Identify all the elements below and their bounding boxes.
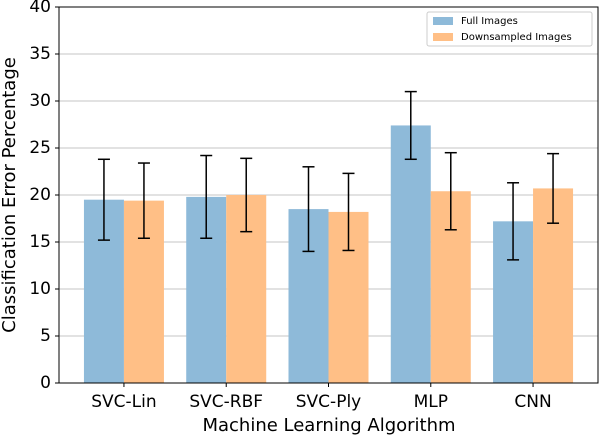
legend-label: Full Images [461,16,518,27]
y-tick-label: 40 [29,0,51,17]
error-bar [404,90,417,161]
error-bar [97,158,110,241]
x-tick-label: SVC-RBF [189,392,263,412]
legend-box [426,11,593,47]
error-bar [137,162,150,239]
y-tick-label: 30 [29,91,51,111]
error-bar [200,154,213,239]
y-tick-label: 0 [40,373,51,393]
legend-swatch [433,33,453,41]
legend-swatch [433,17,453,25]
y-tick-label: 10 [29,279,51,299]
x-axis-label: Machine Learning Algorithm [202,415,455,436]
error-bar [302,166,315,253]
y-tick-label: 15 [29,232,51,252]
x-tick-label: CNN [514,392,551,412]
y-tick-label: 20 [29,185,51,205]
x-tick-label: SVC-Lin [91,392,156,412]
legend: Full Images Downsampled Images [426,11,593,47]
x-tick-label: SVC-Ply [296,392,361,412]
y-tick-label: 5 [40,326,51,346]
error-bar [507,182,520,261]
error-bar [342,172,355,252]
x-tick-label: MLP [414,392,448,412]
plot-frame [58,6,599,384]
y-axis-label: Classification Error Percentage [0,57,20,333]
error-bar [444,151,457,231]
error-bar [547,152,560,224]
legend-label: Downsampled Images [461,32,572,43]
bar [390,125,431,383]
y-tick-label: 25 [29,138,51,158]
error-bar [240,157,253,233]
y-tick-label: 35 [29,44,51,64]
